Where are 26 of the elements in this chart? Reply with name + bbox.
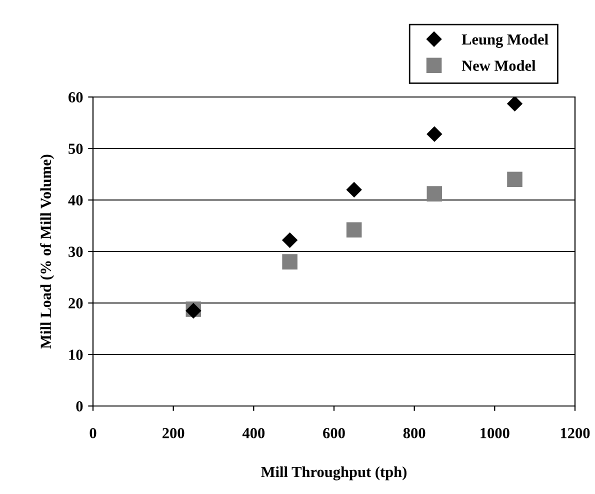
x-axis-title: Mill Throughput (tph) [261,466,406,480]
point [282,232,298,248]
point [346,182,362,198]
x-tick-label: 200 [162,428,184,438]
y-tick-label: 50 [68,144,83,154]
x-tick-label: 600 [323,428,345,438]
x-tick-label: 1200 [560,428,590,438]
point [346,222,362,238]
y-tick-label: 60 [68,92,83,102]
y-tick-label: 10 [69,350,83,360]
point [507,172,522,188]
y-tick-label: 0 [76,401,83,412]
y-axis-title: Mill Load (% of Mill Volume) [40,154,54,349]
point [426,186,442,202]
y-tick-label: 40 [68,195,83,206]
x-tick-label: 0 [90,428,96,438]
legend-label: Leung Model [462,34,548,48]
y-tick-label: 20 [68,298,83,308]
x-tick-label: 1000 [480,428,510,438]
y-tick-label: 30 [68,246,83,257]
point [426,126,442,142]
point [282,254,298,270]
point [507,97,522,112]
legend-label: New Model [462,60,536,71]
x-tick-label: 400 [242,428,265,438]
x-tick-label: 800 [403,428,426,438]
